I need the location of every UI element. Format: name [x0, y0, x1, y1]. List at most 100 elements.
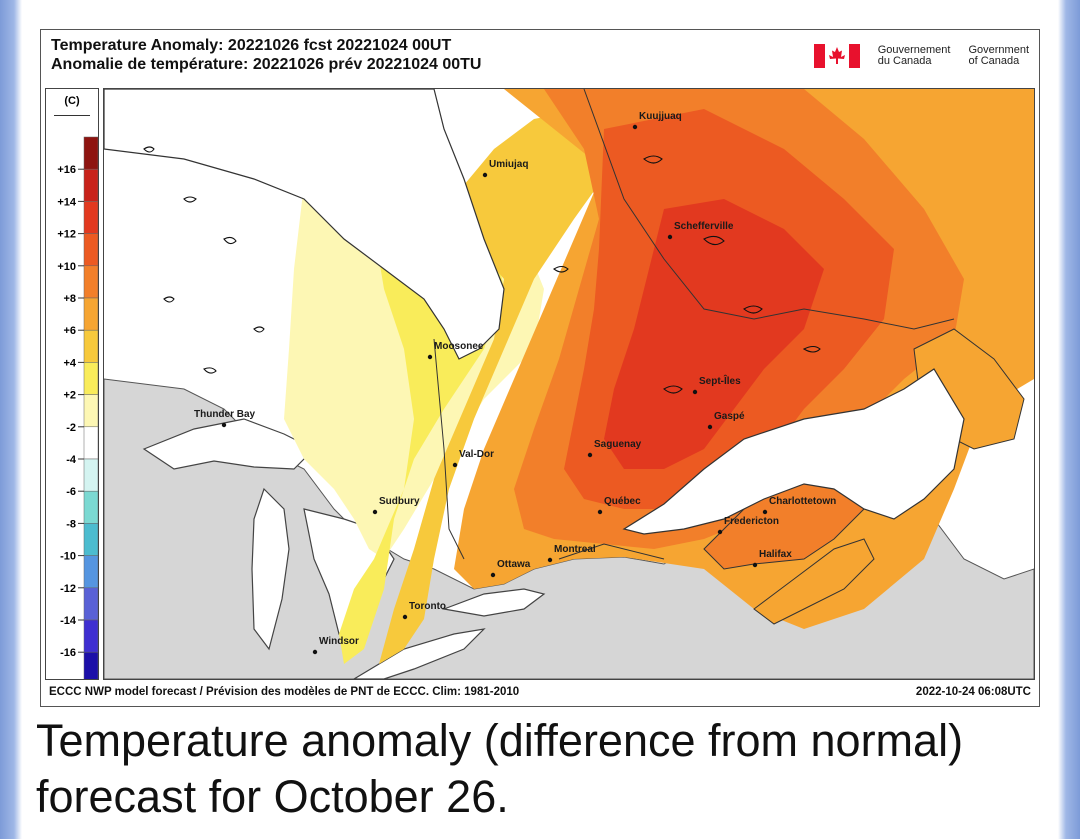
city-marker — [587, 452, 593, 458]
legend-swatch — [83, 426, 98, 460]
legend-tick-label: +12 — [57, 229, 76, 241]
legend-swatch — [83, 329, 98, 363]
city-marker — [482, 172, 488, 178]
legend-swatch — [83, 297, 98, 331]
legend-tick-label: -4 — [66, 454, 77, 466]
canada-flag-icon — [813, 44, 860, 68]
city-marker — [667, 234, 673, 240]
city-marker — [752, 562, 758, 568]
legend-swatch — [83, 555, 98, 589]
legend-swatch — [83, 201, 98, 234]
city-marker — [692, 389, 698, 395]
legend-swatch — [83, 587, 98, 621]
city-label: Halifax — [759, 549, 792, 560]
legend-tick-label: +6 — [63, 325, 76, 337]
city-marker — [717, 529, 723, 535]
legend-tick-label: +10 — [57, 261, 76, 273]
image-caption: Temperature anomaly (difference from nor… — [36, 715, 964, 822]
city-label: Ottawa — [497, 559, 531, 570]
content-card: Temperature Anomaly: 20221026 fcst 20221… — [22, 0, 1058, 839]
legend-tick-label: -8 — [66, 518, 76, 530]
legend-tick-label: -6 — [66, 486, 76, 498]
legend-tick-label: -2 — [66, 422, 76, 434]
legend-swatch — [83, 394, 98, 428]
gulf-of-st-lawrence-water — [622, 368, 965, 535]
color-legend: (C) +16 +14 +12 +10 +8 +6 +4 +2 -2 -4 -6 -8 -10 -12 -1… — [45, 88, 99, 680]
legend-swatch — [83, 490, 98, 524]
wordmark-en-line2: of Canada — [968, 55, 1020, 67]
anomaly-nova-scotia — [753, 538, 875, 625]
anomaly-band-red — [604, 199, 824, 469]
footer-source: ECCC NWP model forecast / Prévision des … — [49, 686, 520, 698]
anomaly-band-gold — [379, 89, 664, 664]
city-marker — [402, 614, 408, 620]
forecast-figure: Temperature Anomaly: 20221026 fcst 20221… — [40, 29, 1040, 707]
city-label: Sept-Îles — [699, 374, 741, 387]
government-wordmark: Gouvernement du Canada Government of Can… — [813, 44, 1029, 68]
city-marker — [762, 509, 768, 515]
city-marker — [427, 354, 433, 360]
city-label: Val-Dor — [459, 449, 494, 460]
city-label: Sudbury — [379, 496, 420, 507]
lake-ontario — [441, 588, 546, 617]
legend-tick-label: +8 — [63, 293, 76, 305]
title-english: Temperature Anomaly: 20221026 fcst 20221… — [51, 37, 452, 54]
legend-swatch — [83, 523, 98, 556]
legend-tick-label: -16 — [60, 647, 76, 659]
wordmark-english: Government of Canada — [968, 45, 1029, 67]
legend-scale: +16 +14 +12 +10 +8 +6 +4 +2 -2 -4 -6 -8 -10 -12 -14 -16 — [57, 136, 98, 679]
legend-swatch — [83, 136, 98, 170]
provincial-borders — [433, 89, 955, 560]
city-marker — [547, 557, 553, 563]
map-canvas: Kuujjuaq Umiujaq Schefferville Moosonee Sept… — [104, 89, 1034, 679]
city-label: Moosonee — [434, 341, 484, 352]
city-marker — [707, 424, 713, 430]
city-marker — [372, 509, 378, 515]
city-label: Québec — [604, 496, 641, 507]
city-label: Toronto — [409, 601, 446, 612]
city-marker — [597, 509, 603, 515]
legend-swatch — [83, 265, 98, 299]
lake-outlines — [143, 146, 821, 394]
city-label: Gaspé — [714, 411, 745, 422]
legend-swatch — [83, 233, 98, 267]
city-marker — [490, 572, 496, 578]
temperature-anomaly-map: Kuujjuaq Umiujaq Schefferville Moosonee Sept… — [103, 88, 1035, 680]
wordmark-fr-line2: du Canada — [877, 55, 932, 67]
legend-unit: (C) — [64, 95, 80, 107]
city-label: Umiujaq — [489, 159, 528, 170]
city-label: Fredericton — [724, 516, 779, 527]
wordmark-en-line1: Government — [968, 44, 1029, 56]
city-marker — [452, 462, 458, 468]
title-french: Anomalie de température: 20221026 prév 2… — [51, 56, 482, 73]
city-label: Kuujjuaq — [639, 111, 682, 122]
legend-swatch — [83, 651, 98, 679]
legend-swatch — [83, 362, 98, 395]
city-label: Windsor — [319, 636, 359, 647]
lake-erie — [352, 628, 486, 679]
city-label: Montreal — [554, 544, 596, 555]
legend-tick-label: +16 — [57, 164, 76, 176]
city-marker — [312, 649, 318, 655]
legend-tick-label: +14 — [57, 196, 77, 208]
city-label: Thunder Bay — [194, 409, 256, 420]
city-label: Saguenay — [594, 439, 642, 450]
legend-tick-label: +2 — [63, 390, 76, 402]
footer-timestamp: 2022-10-24 06:08UTC — [915, 686, 1031, 698]
legend-tick-label: -10 — [60, 551, 76, 563]
city-marker — [221, 422, 227, 428]
figure-title: Temperature Anomaly: 20221026 fcst 20221… — [51, 36, 481, 74]
city-labels: Kuujjuaq Umiujaq Schefferville Moosonee Sept… — [194, 111, 836, 655]
legend-swatch — [83, 458, 98, 492]
hudson-bay-water — [104, 89, 505, 360]
legend-swatch — [83, 168, 98, 202]
legend-swatch — [83, 619, 98, 653]
city-label: Schefferville — [674, 221, 734, 232]
wordmark-french: Gouvernement du Canada — [878, 45, 951, 67]
city-label: Charlottetown — [769, 496, 836, 507]
legend-tick-label: -12 — [60, 583, 76, 595]
wordmark-fr-line1: Gouvernement — [877, 44, 951, 56]
legend-divider — [54, 115, 90, 116]
figure-footer: ECCC NWP model forecast / Prévision des … — [49, 686, 1031, 698]
legend-tick-label: -14 — [60, 615, 77, 627]
